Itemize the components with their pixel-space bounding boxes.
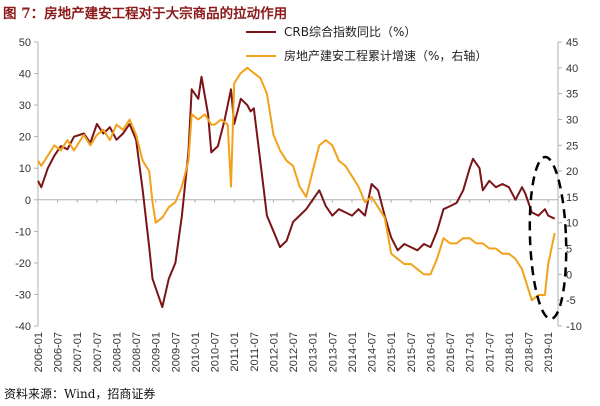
left-tick-label: 40 [19,69,31,81]
right-tick-label: 35 [566,89,578,101]
x-tick-label: 2017-07 [484,332,496,372]
right-tick-label: 5 [566,244,572,256]
right-tick-label: -10 [566,321,582,333]
right-tick-label: 20 [566,166,578,178]
x-tick-label: 2014-07 [367,332,379,372]
right-tick-label: 15 [566,192,578,204]
left-tick-label: -40 [15,321,31,333]
left-tick-label: -10 [15,226,31,238]
x-tick-label: 2011-07 [249,332,261,372]
x-tick-label: 2008-01 [111,332,123,372]
left-tick-label: 20 [19,132,31,144]
figure-source: 资料来源：Wind，招商证券 [4,387,156,401]
x-tick-label: 2006-07 [53,332,65,372]
left-tick-label: 30 [19,100,31,112]
x-tick-label: 2012-01 [268,332,280,372]
right-tick-label: 0 [566,269,572,281]
highlight-ellipse [528,155,568,321]
crb-series-line [37,75,556,309]
x-tick-label: 2015-01 [386,332,398,372]
left-tick-label: -20 [15,258,31,270]
x-tick-label: 2010-07 [210,332,222,372]
right-tick-label: 40 [566,63,578,75]
x-tick-label: 2013-01 [308,332,320,372]
right-tick-label: -5 [566,295,576,307]
right-tick-label: 45 [566,37,578,49]
x-tick-label: 2007-07 [92,332,104,372]
left-tick-label: 50 [19,37,31,49]
x-tick-label: 2012-07 [288,332,300,372]
x-tick-label: 2019-01 [543,332,555,372]
legend-label-crb: CRB综合指数同比（%） [284,24,416,39]
x-tick-label: 2007-01 [72,332,84,372]
legend-label-construction: 房地产建安工程累计增速（%，右轴） [284,48,487,63]
x-tick-label: 2014-01 [347,332,359,372]
left-tick-label: 0 [25,195,31,207]
right-tick-label: 10 [566,218,578,230]
left-tick-label: -30 [15,289,31,301]
x-tick-label: 2009-01 [151,332,163,372]
x-tick-label: 2017-01 [465,332,477,372]
x-tick-label: 2010-01 [190,332,202,372]
x-tick-label: 2011-01 [229,332,241,372]
x-tick-label: 2018-01 [504,332,516,372]
x-tick-label: 2008-07 [131,332,143,372]
figure-title: 图 7：房地产建安工程对于大宗商品的拉动作用 [3,6,288,22]
x-tick-label: 2006-01 [33,332,45,372]
x-tick-label: 2015-07 [406,332,418,372]
construction-series-line [37,66,556,302]
right-tick-label: 25 [566,140,578,152]
x-tick-label: 2016-01 [425,332,437,372]
left-tick-label: 10 [19,163,31,175]
x-tick-label: 2018-07 [524,332,536,372]
x-tick-label: 2016-07 [445,332,457,372]
x-tick-label: 2013-07 [327,332,339,372]
right-tick-label: 30 [566,114,578,126]
x-tick-label: 2009-07 [170,332,182,372]
